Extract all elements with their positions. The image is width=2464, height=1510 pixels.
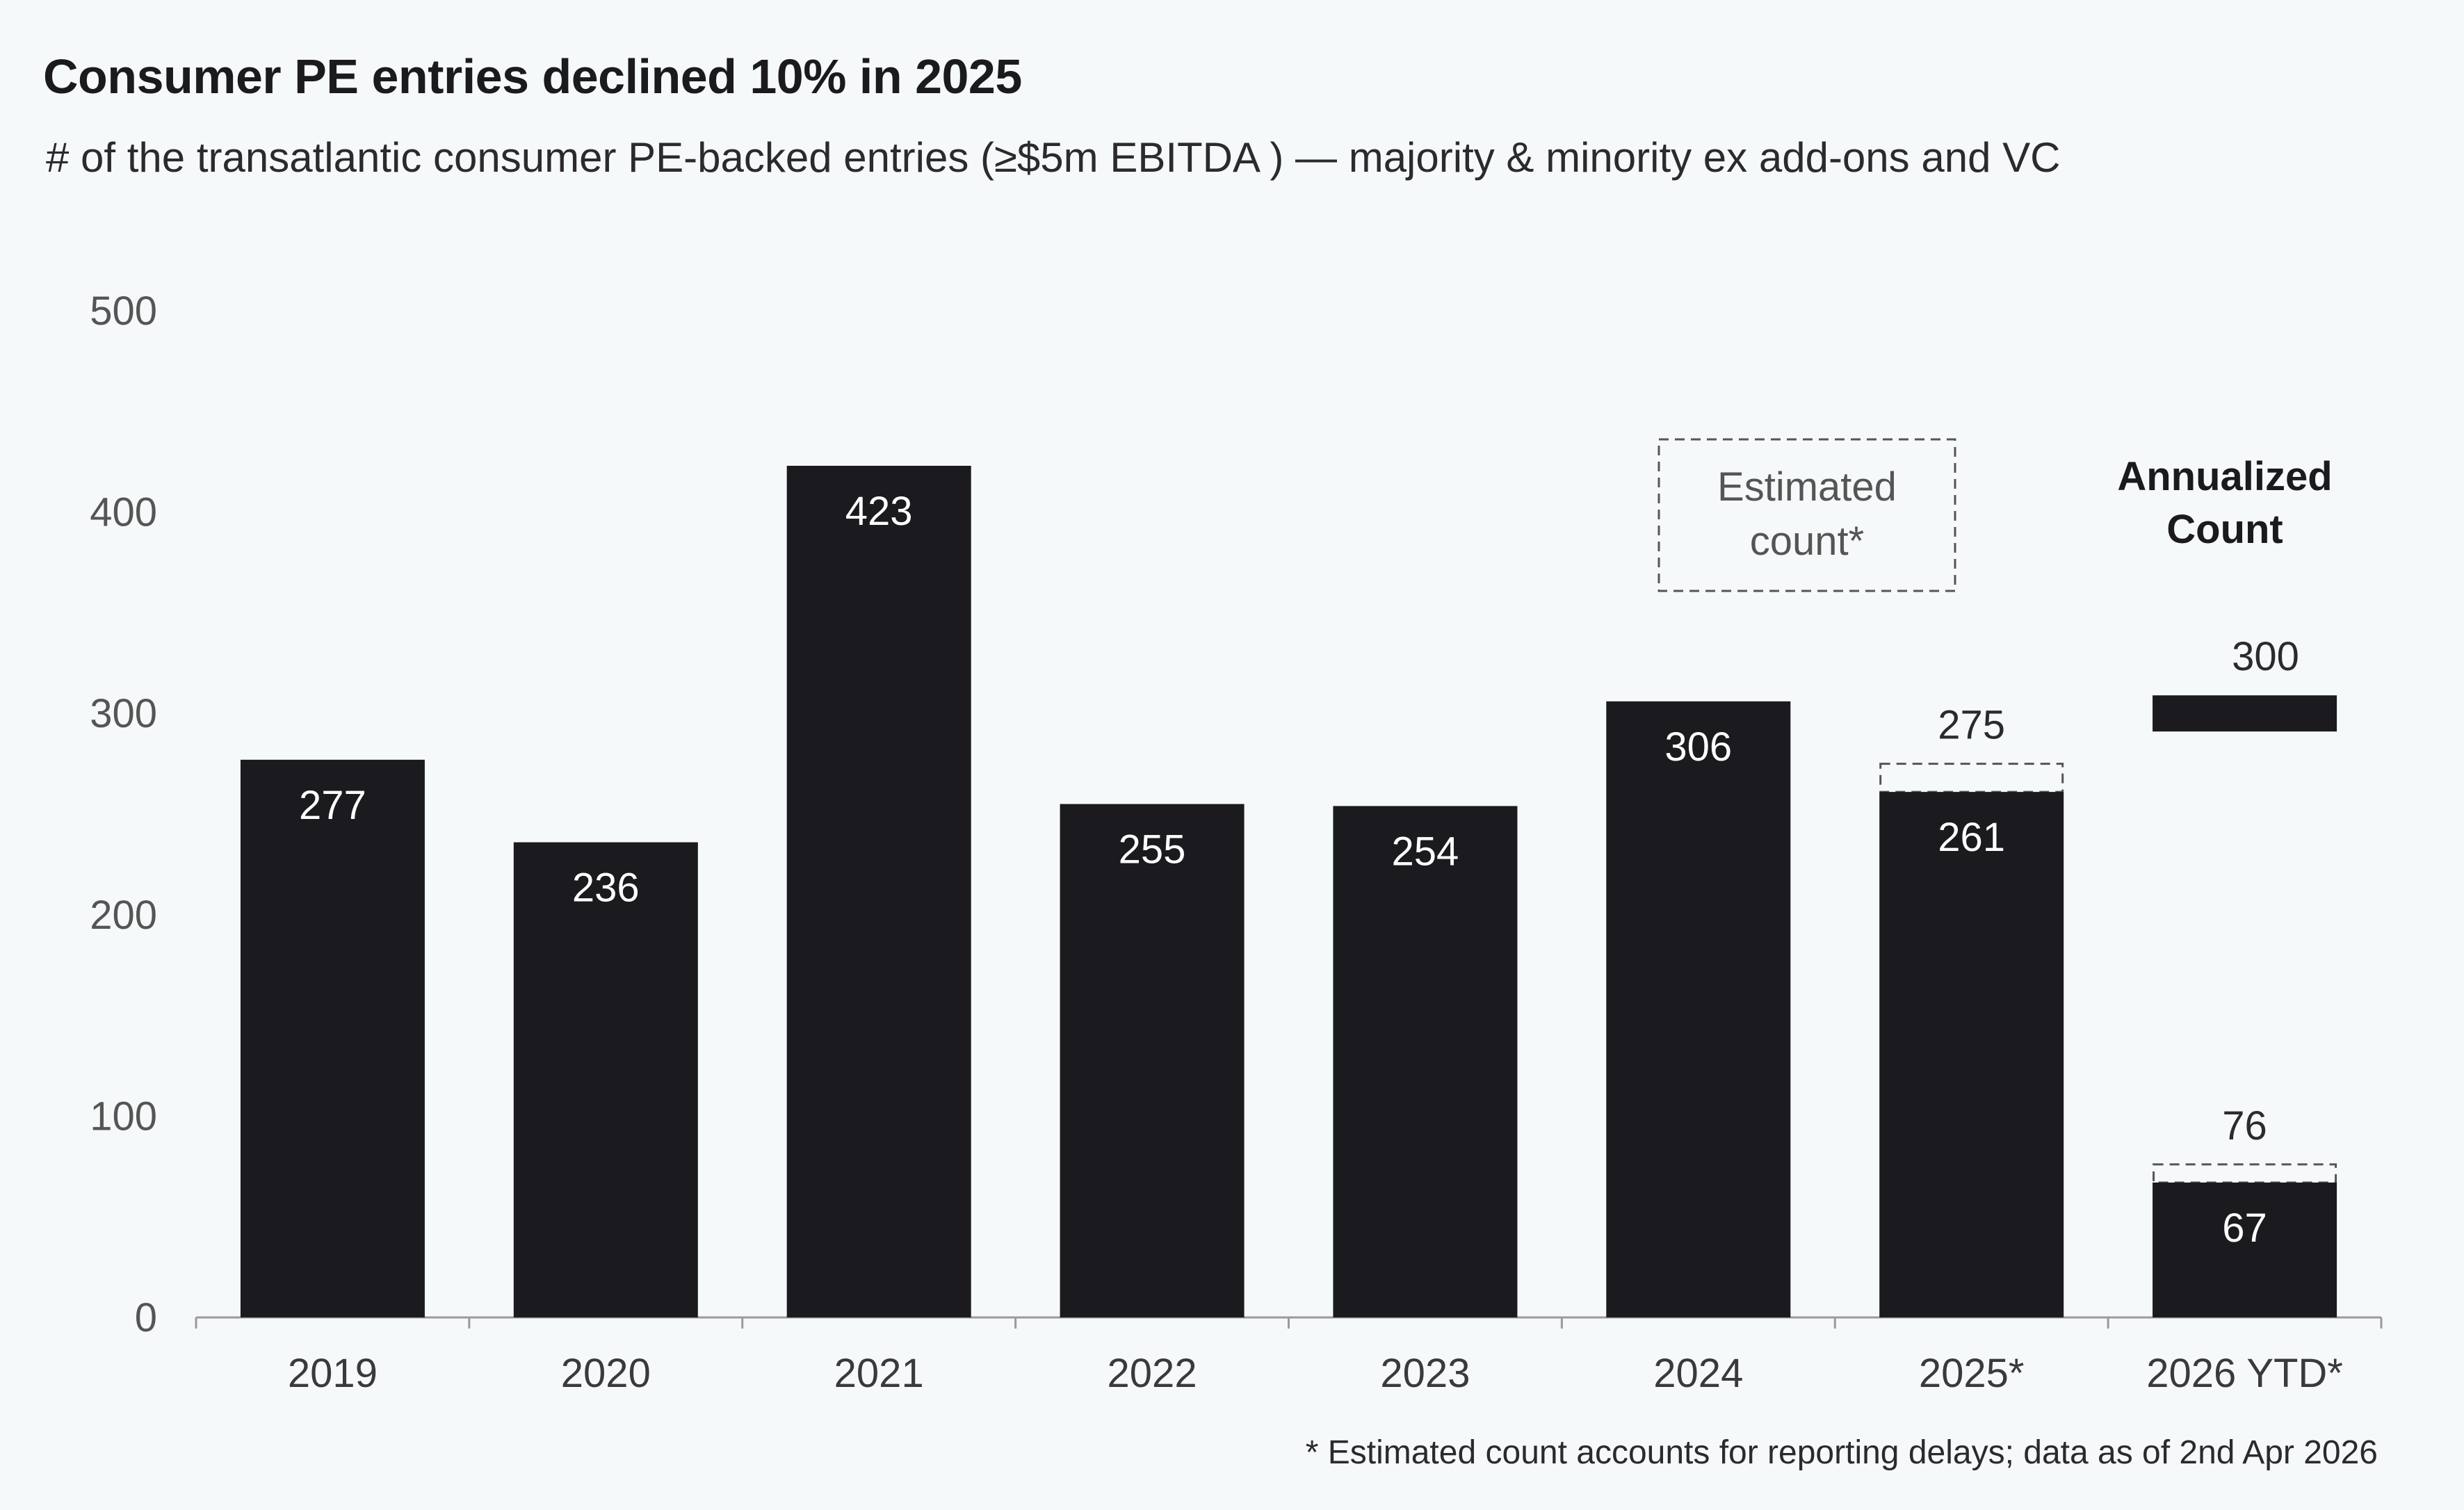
y-tick-label: 300 (90, 691, 157, 736)
bar-value-label: 67 (2222, 1205, 2267, 1251)
bar-value-label: 255 (1119, 827, 1186, 872)
chart-title: Consumer PE entries declined 10% in 2025 (43, 49, 1022, 104)
x-tick-label: 2026 YTD* (2146, 1351, 2343, 1396)
bar (1333, 806, 1518, 1317)
y-tick-label: 400 (90, 490, 157, 535)
x-tick-label: 2025* (1919, 1351, 2025, 1396)
bar (513, 842, 698, 1317)
bar-value-label: 306 (1664, 724, 1732, 770)
x-tick-label: 2020 (561, 1351, 651, 1396)
estimated-segment (2153, 1163, 2337, 1184)
bar (240, 759, 425, 1317)
estimated-value-label: 275 (1938, 703, 2005, 748)
estimated-segment (1879, 763, 2064, 793)
footnote: * Estimated count accounts for reporting… (1305, 1434, 2378, 1471)
bar (1060, 804, 1245, 1317)
y-tick-label: 500 (90, 289, 157, 334)
x-tick-label: 2021 (834, 1351, 924, 1396)
bar-value-label: 423 (845, 489, 913, 534)
bar (786, 465, 971, 1318)
bar-value-label: 254 (1392, 829, 1459, 874)
bar-value-label: 261 (1938, 815, 2005, 860)
annualized-marker (2153, 695, 2337, 732)
annualized-value-label: 300 (2232, 634, 2299, 679)
chart-subtitle: # of the transatlantic consumer PE-backe… (46, 134, 2061, 181)
y-tick-label: 0 (135, 1295, 157, 1340)
annualized-label-line1: Annualized (2117, 454, 2332, 499)
bar (2153, 1182, 2337, 1317)
estimated-legend-line2: count* (1750, 519, 1864, 564)
x-tick-label: 2024 (1653, 1351, 1743, 1396)
x-tick-label: 2023 (1380, 1351, 1470, 1396)
bar-value-label: 277 (299, 783, 366, 828)
bar (1606, 701, 1791, 1317)
annualized-label-line2: Count (2166, 507, 2283, 552)
bar (1879, 792, 2064, 1317)
estimated-value-label: 76 (2222, 1103, 2267, 1148)
bar-value-label: 236 (572, 866, 640, 911)
x-tick-label: 2019 (288, 1351, 378, 1396)
y-tick-label: 100 (90, 1094, 157, 1139)
x-tick-label: 2022 (1108, 1351, 1197, 1396)
estimated-legend-line1: Estimated (1717, 464, 1897, 510)
y-tick-label: 200 (90, 893, 157, 938)
estimated-legend-box (1657, 438, 1956, 592)
